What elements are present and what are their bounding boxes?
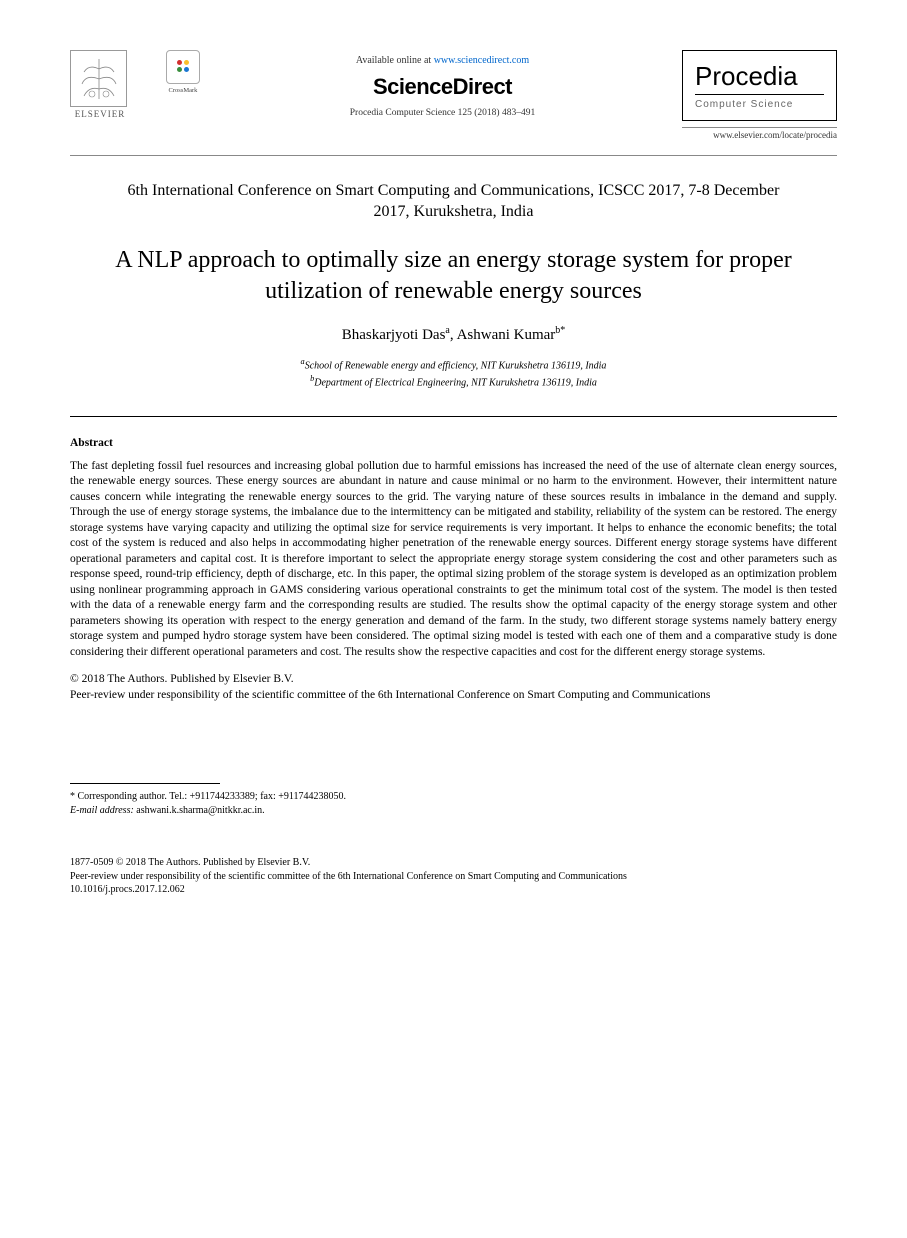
available-text: Available online at (356, 55, 434, 66)
authors: Bhaskarjyoti Dasa, Ashwani Kumarb* (70, 325, 837, 344)
sciencedirect-link[interactable]: www.sciencedirect.com (434, 55, 529, 66)
corresponding-author: * Corresponding author. Tel.: +911744233… (70, 790, 837, 818)
abstract-heading: Abstract (70, 437, 837, 449)
elsevier-tree-icon (70, 50, 127, 107)
email-label: E-mail address: (70, 805, 134, 816)
copyright-block: © 2018 The Authors. Published by Elsevie… (70, 672, 837, 703)
sciencedirect-logo[interactable]: ScienceDirect (203, 74, 682, 100)
peer-review-line: Peer-review under responsibility of the … (70, 870, 837, 884)
author-separator: , (450, 327, 457, 343)
copyright-line-1: © 2018 The Authors. Published by Elsevie… (70, 672, 837, 688)
abstract-text: The fast depleting fossil fuel resources… (70, 459, 837, 661)
locate-link[interactable]: www.elsevier.com/locate/procedia (682, 127, 837, 140)
header-center: Available online at www.sciencedirect.co… (203, 50, 682, 118)
crossmark-label: CrossMark (163, 87, 203, 94)
paper-page: ELSEVIER CrossMark Available on (0, 0, 907, 937)
affiliation-b: bDepartment of Electrical Engineering, N… (70, 373, 837, 390)
author-2-sup: b* (555, 325, 565, 336)
procedia-subtitle: Computer Science (695, 99, 824, 110)
conference-info: 6th International Conference on Smart Co… (110, 181, 797, 223)
aff-b-text: Department of Electrical Engineering, NI… (314, 378, 597, 389)
aff-a-text: School of Renewable energy and efficienc… (305, 360, 607, 371)
crossmark-icon (166, 50, 200, 84)
elsevier-label: ELSEVIER (70, 109, 130, 119)
bottom-copyright: 1877-0509 © 2018 The Authors. Published … (70, 848, 837, 897)
citation-line: Procedia Computer Science 125 (2018) 483… (203, 108, 682, 118)
doi: 10.1016/j.procs.2017.12.062 (70, 883, 837, 897)
available-online: Available online at www.sciencedirect.co… (203, 55, 682, 66)
procedia-title: Procedia (695, 61, 824, 95)
corresponding-email-row: E-mail address: ashwani.k.sharma@nitkkr.… (70, 804, 837, 818)
elsevier-logo[interactable]: ELSEVIER (70, 50, 130, 119)
paper-title: A NLP approach to optimally size an ener… (90, 245, 817, 307)
author-1: Bhaskarjyoti Das (342, 327, 446, 343)
header-row: ELSEVIER CrossMark Available on (70, 50, 837, 140)
affiliation-a: aSchool of Renewable energy and efficien… (70, 356, 837, 373)
affiliations: aSchool of Renewable energy and efficien… (70, 356, 837, 391)
procedia-box: Procedia Computer Science (682, 50, 837, 121)
author-2: Ashwani Kumar (457, 327, 556, 343)
copyright-line-2: Peer-review under responsibility of the … (70, 688, 837, 704)
issn-copyright: 1877-0509 © 2018 The Authors. Published … (70, 856, 837, 870)
header-right: Procedia Computer Science www.elsevier.c… (682, 50, 837, 140)
header-left: ELSEVIER CrossMark (70, 50, 203, 119)
footnote-rule (70, 783, 220, 784)
section-divider-top (70, 416, 837, 417)
email-address: ashwani.k.sharma@nitkkr.ac.in. (134, 805, 265, 816)
corresponding-label: * Corresponding author. Tel.: +911744233… (70, 790, 837, 804)
header-divider (70, 155, 837, 156)
crossmark-badge[interactable]: CrossMark (163, 50, 203, 94)
